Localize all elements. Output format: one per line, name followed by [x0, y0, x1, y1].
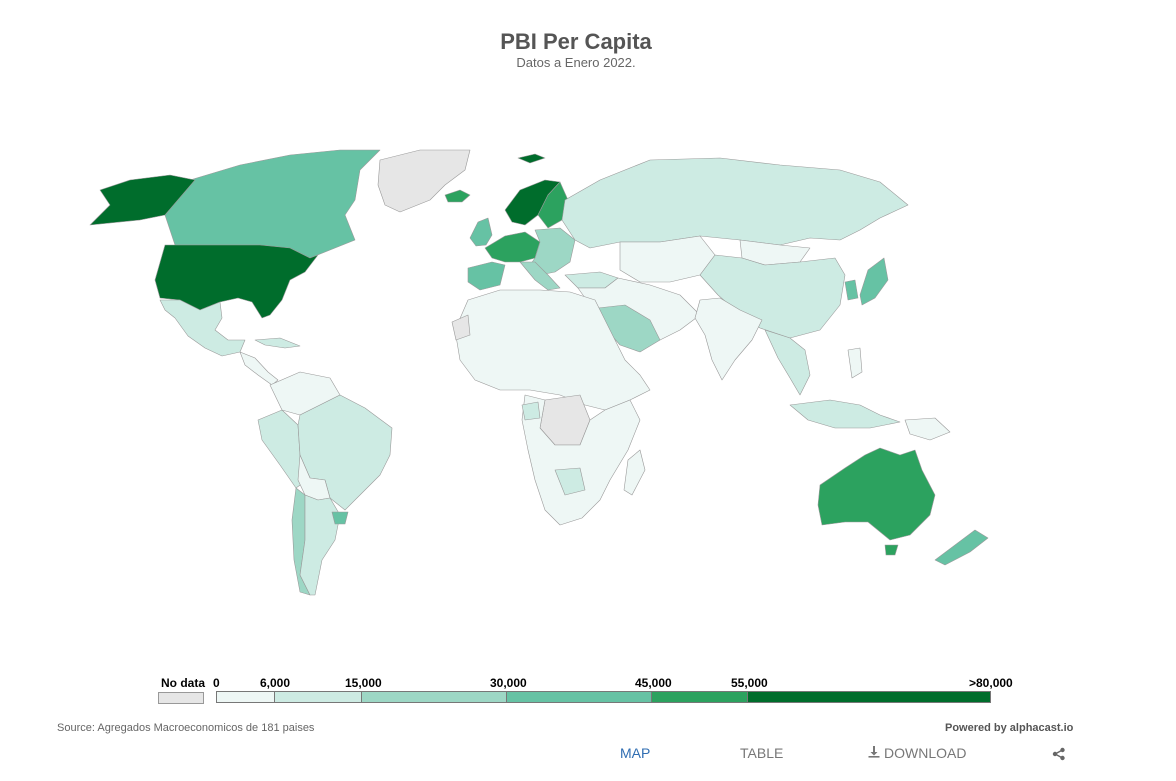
tasmania[interactable]: [884, 544, 899, 556]
uruguay[interactable]: [331, 511, 349, 525]
page-title: PBI Per Capita: [500, 29, 652, 54]
japan[interactable]: [859, 257, 889, 306]
legend-tick-6: >80,000: [969, 676, 1013, 690]
canada[interactable]: [164, 149, 381, 259]
argentina[interactable]: [299, 494, 341, 596]
greenland[interactable]: [377, 149, 471, 213]
papua-new-guinea[interactable]: [904, 417, 951, 441]
legend-color-scale: [216, 691, 991, 703]
india[interactable]: [694, 297, 763, 381]
powered-by: Powered by alphacast.io: [945, 722, 1074, 734]
source-note: Source: Agregados Macroeconomicos de 181…: [57, 722, 315, 734]
eastern-europe[interactable]: [529, 227, 576, 276]
legend-no-data-label: No data: [161, 676, 206, 690]
australia[interactable]: [817, 447, 936, 541]
mexico[interactable]: [159, 299, 246, 357]
central-america[interactable]: [239, 351, 279, 386]
legend-tick-0: 0: [213, 676, 220, 690]
iberia[interactable]: [467, 261, 506, 291]
italy-balkans[interactable]: [519, 261, 561, 291]
botswana[interactable]: [554, 467, 586, 496]
tab-table[interactable]: TABLE: [740, 745, 784, 761]
legend-swatch-15000-30000: [361, 691, 506, 703]
share-icon[interactable]: [1052, 747, 1066, 761]
tab-map[interactable]: MAP: [620, 745, 651, 761]
legend-tick-3: 30,000: [490, 676, 527, 690]
download-label: DOWNLOAD: [884, 745, 967, 761]
western-europe[interactable]: [484, 231, 541, 263]
china[interactable]: [699, 254, 846, 339]
madagascar[interactable]: [623, 449, 646, 496]
svalbard[interactable]: [517, 153, 546, 164]
world-choropleth-map: [89, 149, 989, 596]
legend-swatch-55000-80000: [747, 691, 991, 703]
philippines[interactable]: [847, 347, 863, 379]
central-southern-africa[interactable]: [521, 394, 641, 526]
iceland[interactable]: [444, 189, 471, 203]
legend-no-data-swatch: [158, 692, 204, 704]
page-subtitle: Datos a Enero 2022.: [516, 55, 636, 70]
new-zealand[interactable]: [934, 529, 989, 566]
legend-tick-4: 45,000: [635, 676, 672, 690]
view-tabs: MAP TABLE DOWNLOAD: [0, 745, 1176, 775]
alaska[interactable]: [89, 174, 196, 226]
download-button[interactable]: DOWNLOAD: [868, 745, 966, 761]
korea[interactable]: [844, 279, 859, 301]
caribbean[interactable]: [254, 337, 301, 349]
indonesia[interactable]: [789, 399, 901, 429]
legend-swatch-0-6000: [216, 691, 274, 703]
legend-tick-5: 55,000: [731, 676, 768, 690]
download-icon: [868, 746, 880, 758]
legend-tick-2: 15,000: [345, 676, 382, 690]
legend-swatch-6000-15000: [274, 691, 361, 703]
southeast-asia[interactable]: [764, 329, 811, 396]
western-sahara[interactable]: [451, 314, 471, 341]
legend-swatch-45000-55000: [651, 691, 747, 703]
uk-ireland[interactable]: [469, 217, 493, 247]
legend-swatch-30000-45000: [506, 691, 651, 703]
legend-tick-1: 6,000: [260, 676, 291, 690]
gabon[interactable]: [521, 401, 541, 421]
russia[interactable]: [561, 157, 909, 249]
